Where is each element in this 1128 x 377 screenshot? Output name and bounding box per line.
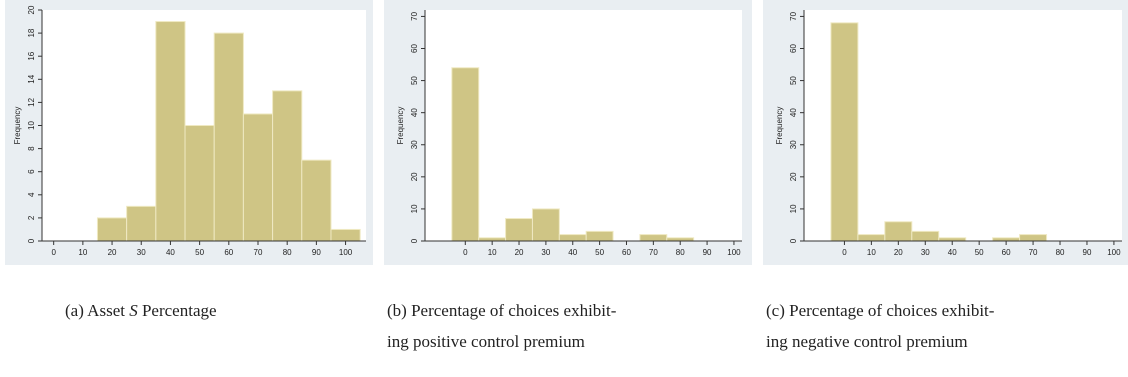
- y-tick-label: 30: [410, 140, 419, 149]
- x-tick-label: 50: [595, 248, 604, 257]
- x-tick-label: 10: [78, 248, 87, 257]
- histogram-bar: [96, 217, 128, 242]
- y-tick-label: 12: [27, 97, 36, 106]
- histogram-bar: [1019, 234, 1048, 242]
- y-axis-label: Frequency: [13, 107, 22, 145]
- y-tick-label: 6: [27, 169, 36, 174]
- caption-b: (b) Percentage of choices exhibit- ing p…: [387, 295, 762, 357]
- x-tick-label: 100: [727, 248, 741, 257]
- x-tick-label: 100: [1107, 248, 1121, 257]
- y-tick-label: 40: [789, 108, 798, 117]
- histogram-bar: [330, 228, 361, 242]
- histogram-bar: [505, 218, 533, 242]
- y-tick-label: 10: [410, 204, 419, 213]
- histogram-bar: [830, 22, 859, 242]
- y-tick-label: 50: [410, 76, 419, 85]
- y-tick-label: 60: [410, 44, 419, 53]
- y-tick-label: 0: [27, 238, 36, 243]
- x-tick-label: 0: [463, 248, 468, 257]
- x-tick-label: 0: [51, 248, 56, 257]
- y-tick-label: 20: [27, 5, 36, 14]
- x-tick-label: 30: [137, 248, 146, 257]
- histogram-asset-s: 0 10 20 30 40 50 60 70 80 90 100 0 2 4 6 8 10 12 14 16 18 20 F…: [5, 0, 373, 265]
- x-tick-label: 60: [622, 248, 631, 257]
- y-tick-label: 2: [27, 215, 36, 220]
- histogram-bar: [301, 159, 332, 242]
- y-tick-label: 18: [27, 28, 36, 37]
- x-tick-label: 40: [568, 248, 577, 257]
- caption-c-line1: (c) Percentage of choices exhibit-: [766, 301, 995, 320]
- histogram-bar: [126, 205, 157, 242]
- caption-a-prefix: (a) Asset: [65, 301, 130, 320]
- y-tick-label: 10: [27, 121, 36, 130]
- chart-panel-c: 0 10 20 30 40 50 60 70 80 90 100 0 10 20 30 40 50 60 70 Fre…: [763, 0, 1128, 265]
- y-tick-label: 8: [27, 146, 36, 151]
- x-tick-label: 70: [254, 248, 263, 257]
- histogram-bar: [884, 221, 913, 242]
- histogram-bar: [451, 67, 480, 242]
- histogram-bar: [857, 234, 886, 242]
- y-axis-label: Frequency: [396, 107, 405, 145]
- x-tick-label: 20: [515, 248, 524, 257]
- x-tick-label: 60: [224, 248, 233, 257]
- x-tick-label: 70: [1029, 248, 1038, 257]
- x-tick-label: 90: [1083, 248, 1092, 257]
- x-tick-label: 70: [649, 248, 658, 257]
- chart-panel-b: 0 10 20 30 40 50 60 70 80 90 100 0 10 20 30 40 50 60 70 Fre…: [384, 0, 752, 265]
- y-tick-label: 0: [789, 238, 798, 243]
- x-tick-label: 0: [842, 248, 847, 257]
- caption-c: (c) Percentage of choices exhibit- ing n…: [766, 295, 1128, 357]
- x-tick-label: 50: [195, 248, 204, 257]
- histogram-bar: [272, 90, 303, 242]
- y-tick-label: 50: [789, 76, 798, 85]
- y-tick-label: 60: [789, 44, 798, 53]
- y-tick-label: 70: [789, 11, 798, 20]
- caption-c-line2: ing negative control premium: [766, 332, 968, 351]
- x-tick-label: 80: [1056, 248, 1065, 257]
- chart-panel-a: 0 10 20 30 40 50 60 70 80 90 100 0 2 4 6 8 10 12 14 16 18 20 F…: [5, 0, 373, 265]
- histogram-bar: [213, 32, 244, 242]
- y-tick-label: 4: [27, 192, 36, 197]
- x-tick-label: 20: [108, 248, 117, 257]
- histogram-bar: [531, 208, 560, 242]
- x-tick-label: 80: [283, 248, 292, 257]
- y-tick-label: 10: [789, 204, 798, 213]
- y-tick-label: 30: [789, 140, 798, 149]
- x-tick-label: 60: [1002, 248, 1011, 257]
- x-tick-label: 50: [975, 248, 984, 257]
- x-tick-label: 90: [312, 248, 321, 257]
- histogram-bar: [155, 21, 186, 242]
- y-tick-label: 16: [27, 51, 36, 60]
- histogram-positive-premium: 0 10 20 30 40 50 60 70 80 90 100 0 10 20 30 40 50 60 70 Fre…: [384, 0, 752, 265]
- y-tick-label: 20: [410, 172, 419, 181]
- y-tick-label: 20: [789, 172, 798, 181]
- x-tick-label: 90: [703, 248, 712, 257]
- y-tick-label: 0: [410, 238, 419, 243]
- histogram-bar: [558, 234, 587, 242]
- caption-b-line1: (b) Percentage of choices exhibit-: [387, 301, 617, 320]
- x-tick-label: 20: [894, 248, 903, 257]
- x-tick-label: 10: [867, 248, 876, 257]
- x-tick-label: 40: [166, 248, 175, 257]
- x-tick-label: 40: [948, 248, 957, 257]
- caption-b-line2: ing positive control premium: [387, 332, 585, 351]
- histogram-bar: [639, 234, 668, 242]
- x-tick-label: 80: [676, 248, 685, 257]
- x-tick-label: 30: [921, 248, 930, 257]
- histogram-bar: [184, 125, 215, 242]
- caption-a: (a) Asset S Percentage: [65, 295, 325, 326]
- histogram-bar: [585, 230, 614, 242]
- y-tick-label: 14: [27, 74, 36, 83]
- y-tick-label: 40: [410, 108, 419, 117]
- caption-a-italic: S: [129, 301, 138, 320]
- caption-a-suffix: Percentage: [137, 301, 217, 320]
- histogram-bar: [242, 113, 274, 242]
- x-tick-label: 30: [541, 248, 550, 257]
- histogram-negative-premium: 0 10 20 30 40 50 60 70 80 90 100 0 10 20 30 40 50 60 70 Fre…: [763, 0, 1128, 265]
- x-tick-label: 100: [339, 248, 353, 257]
- histogram-bar: [911, 230, 940, 242]
- x-tick-label: 10: [488, 248, 497, 257]
- y-tick-label: 70: [410, 11, 419, 20]
- y-axis-label: Frequency: [775, 107, 784, 145]
